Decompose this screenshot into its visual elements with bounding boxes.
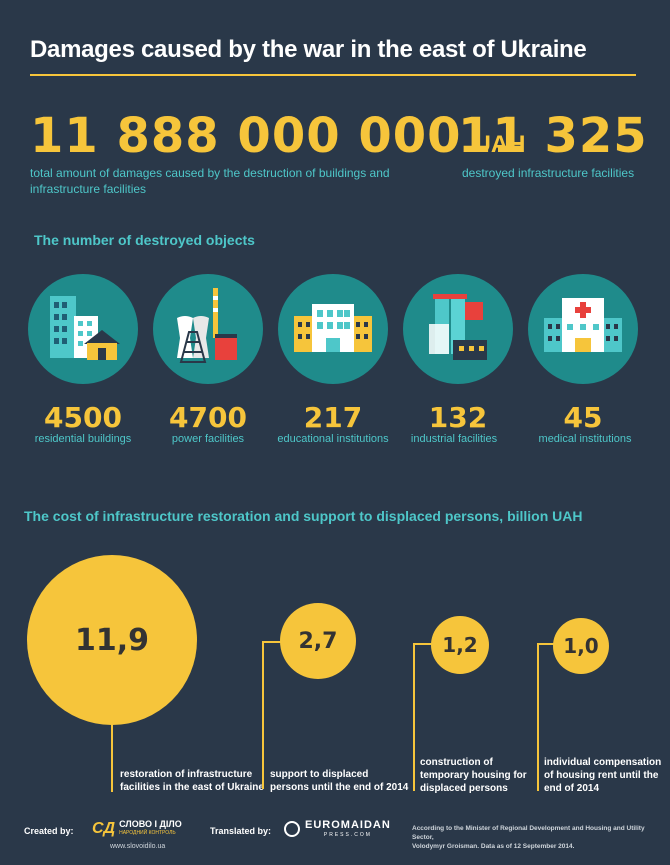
- created-by-label: Created by:: [24, 826, 74, 836]
- cost-value-restoration: 11,9: [74, 622, 150, 658]
- creator-name: СЛОВО І ДІЛО: [119, 819, 182, 829]
- medical-count: 45: [563, 401, 603, 434]
- cost-circle-rent: 1,0: [553, 618, 609, 674]
- cost-label-rent: individual compensation of housing rent …: [544, 757, 662, 794]
- cost-label-restoration: restoration of infrastructure facilities…: [120, 769, 264, 793]
- cost-value-support: 2,7: [298, 628, 338, 654]
- medical-label: medical institutions: [538, 433, 632, 445]
- cost-circle-restoration: 11,9: [27, 555, 197, 725]
- page-title: Damages caused by the war in the east of…: [30, 36, 587, 63]
- factory-icon: [403, 274, 513, 384]
- title-divider: [30, 74, 636, 76]
- euromaidan-logo-icon: [284, 821, 300, 837]
- school-building-icon: [278, 274, 388, 384]
- residential-buildings-icon: [28, 274, 138, 384]
- power-plant-icon: [153, 274, 263, 384]
- translator-logo: EUROMAIDAN PRESS.COM: [305, 820, 391, 840]
- creator-logo-mark: СД: [92, 820, 116, 837]
- educational-count: 217: [303, 401, 363, 434]
- translator-name: EUROMAIDAN: [305, 819, 391, 831]
- currency-label: UAH: [473, 131, 526, 158]
- cost-label-housing: construction of temporary housing for di…: [420, 757, 527, 794]
- cost-value-rent: 1,0: [563, 634, 599, 658]
- creator-logo: СД СЛОВО І ДІЛО НАРОДНИЙ КОНТРОЛЬ: [92, 820, 182, 838]
- cost-connector-restoration: [111, 720, 113, 792]
- total-amount-description: total amount of damages caused by the de…: [30, 166, 390, 196]
- total-amount-group: 11 888 000 000 UAH: [30, 112, 526, 160]
- cost-connector-housing-h: [413, 643, 433, 645]
- creator-url[interactable]: www.slovoidilo.ua: [110, 843, 166, 850]
- costs-section-title: The cost of infrastructure restoration a…: [24, 508, 583, 524]
- educational-label: educational institutions: [277, 433, 389, 445]
- cost-circle-support: 2,7: [280, 603, 356, 679]
- cost-connector-support-v: [262, 641, 264, 789]
- facilities-description: destroyed infrastructure facilities: [462, 166, 635, 180]
- industrial-count: 132: [428, 401, 488, 434]
- power-label: power facilities: [171, 433, 245, 445]
- translator-sub: PRESS.COM: [323, 832, 372, 838]
- cost-connector-rent-v: [537, 643, 539, 791]
- cost-connector-rent-h: [537, 643, 555, 645]
- cost-connector-housing-v: [413, 643, 415, 791]
- industrial-label: industrial facilities: [410, 433, 498, 445]
- cost-value-housing: 1,2: [442, 633, 478, 657]
- residential-count: 4500: [44, 401, 122, 434]
- power-count: 4700: [169, 401, 247, 434]
- objects-section-title: The number of destroyed objects: [34, 232, 255, 248]
- creator-tagline: НАРОДНИЙ КОНТРОЛЬ: [119, 830, 176, 836]
- facilities-count: 11 325: [458, 108, 648, 164]
- hospital-icon: [528, 274, 638, 384]
- cost-connector-support-h: [262, 641, 282, 643]
- translated-by-label: Translated by:: [210, 826, 272, 836]
- cost-circle-housing: 1,2: [431, 616, 489, 674]
- source-note: According to the Minister of Regional De…: [412, 825, 645, 850]
- residential-label: residential buildings: [34, 433, 132, 445]
- total-amount: 11 888 000 000: [30, 108, 462, 164]
- cost-label-support: support to displaced persons until the e…: [270, 769, 409, 793]
